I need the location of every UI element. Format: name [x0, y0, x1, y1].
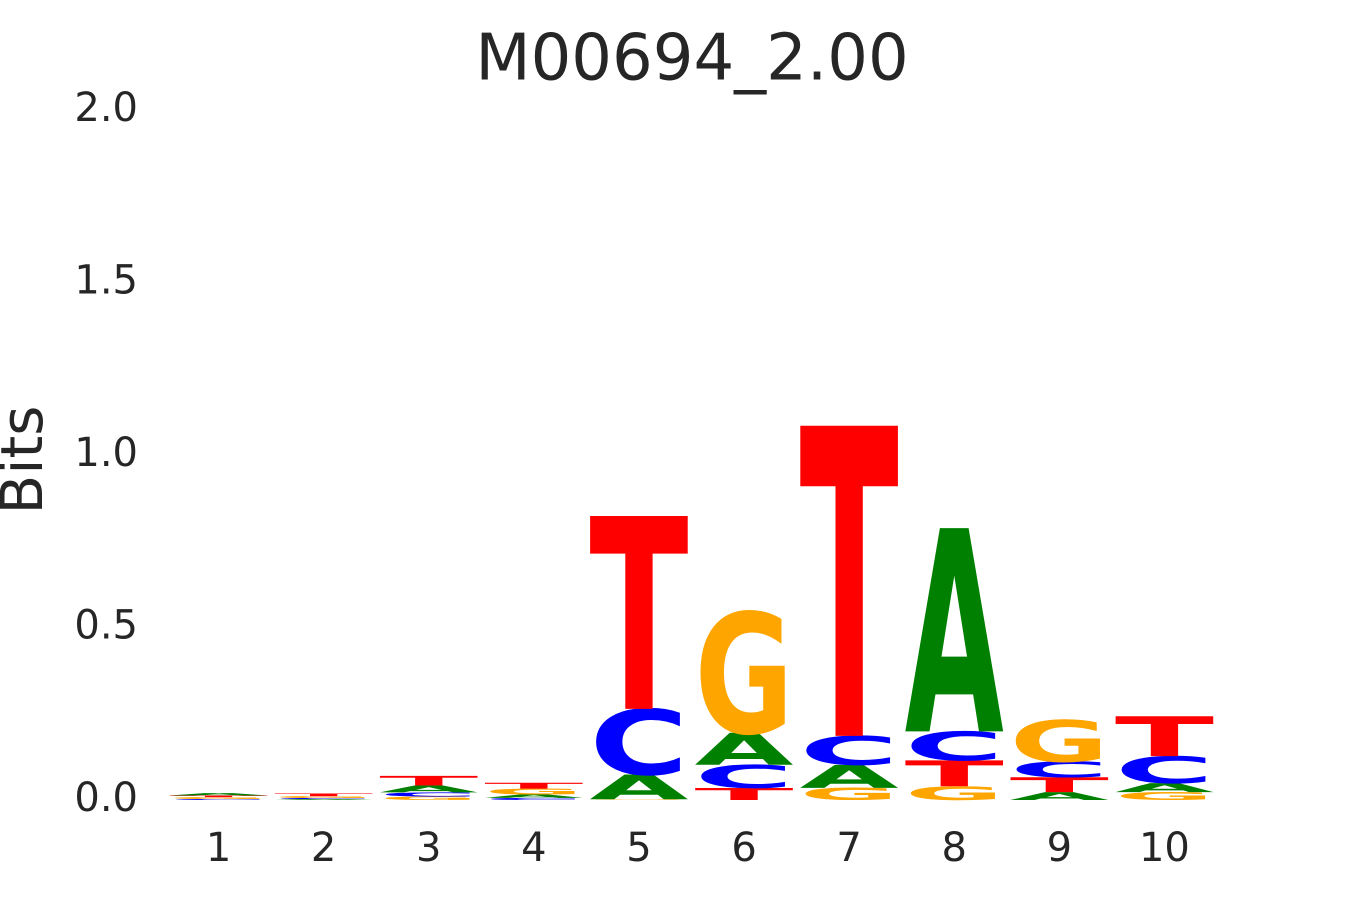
logo-letter: A — [169, 792, 268, 796]
logo-letter: T — [169, 795, 268, 798]
logo-letter: C — [1115, 749, 1214, 792]
logo-letter: T — [484, 781, 583, 790]
logo-letter: A — [1010, 790, 1110, 803]
chart-title: M00694_2.00 — [475, 22, 908, 96]
logo-letter: G — [484, 787, 583, 796]
logo-letter: G — [695, 580, 794, 773]
x-tick-label: 7 — [836, 825, 861, 871]
x-tick-label: 1 — [206, 825, 231, 871]
logo-letter: G — [905, 783, 1004, 805]
y-tick-label: 1.5 — [74, 258, 138, 304]
logo-letter: C — [484, 797, 583, 800]
logo-letter: A — [589, 768, 688, 807]
y-axis-label: Bits — [0, 406, 56, 515]
x-tick-label: 6 — [731, 825, 756, 871]
logo-letter: T — [379, 773, 478, 789]
logo-letter: C — [274, 798, 373, 800]
logo-letter: G — [1010, 709, 1109, 775]
logo-letter: A — [484, 794, 583, 800]
logo-letter: T — [905, 753, 1005, 794]
x-tick-label: 4 — [521, 825, 546, 871]
logo-letter: A — [379, 784, 479, 795]
logo-letter: T — [1115, 706, 1215, 770]
y-tick-label: 2.0 — [74, 85, 138, 131]
x-tick-label: 10 — [1139, 825, 1190, 871]
x-tick-label: 3 — [416, 825, 441, 871]
logo-letter: G — [800, 785, 899, 804]
logo-letter: C — [589, 692, 688, 796]
logo-letter: A — [274, 799, 373, 801]
x-tick-label: 5 — [626, 825, 651, 871]
logo-letter: C — [169, 799, 268, 801]
y-tick-label: 1.0 — [74, 430, 138, 476]
logo-letter: G — [1115, 790, 1214, 803]
logo-letter: C — [379, 791, 478, 798]
logo-letter: C — [905, 724, 1004, 770]
logo-letter: A — [800, 759, 899, 796]
logo-letter: T — [800, 341, 900, 837]
y-tick-label: 0.0 — [74, 775, 138, 821]
x-tick-label: 8 — [942, 825, 967, 871]
logo-letter: C — [1010, 757, 1109, 782]
logo-letter: A — [905, 474, 1004, 798]
logo-letter: G — [274, 796, 373, 799]
x-tick-label: 2 — [311, 825, 336, 871]
logo-letter: T — [589, 465, 688, 772]
logo-letter: T — [1010, 773, 1110, 797]
logo-letter: A — [1115, 781, 1215, 795]
logo-letter: G — [169, 797, 268, 800]
logo-letter: T — [274, 793, 373, 797]
logo-letter: A — [695, 725, 794, 776]
logo-letter: G — [379, 796, 478, 802]
logo-letter: C — [695, 759, 794, 796]
x-tick-label: 9 — [1047, 825, 1072, 871]
logo-letter: C — [800, 728, 899, 774]
logo-letter: T — [695, 785, 795, 804]
logo-letter: G — [589, 799, 688, 800]
y-tick-label: 0.5 — [74, 603, 138, 649]
